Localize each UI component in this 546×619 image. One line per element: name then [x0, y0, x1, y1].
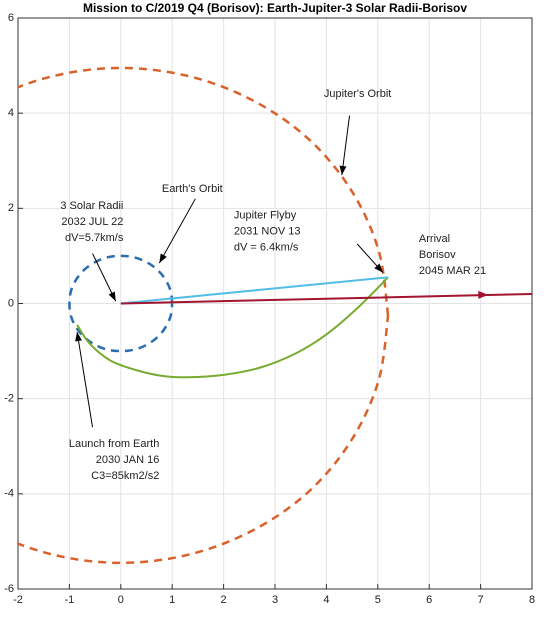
arrow-head — [108, 291, 116, 302]
x-tick-label: 6 — [426, 594, 432, 606]
x-tick-label: 1 — [169, 594, 175, 606]
annotation-text: Earth's Orbit — [162, 183, 223, 195]
annotation-arrow — [341, 115, 351, 176]
y-tick-label: 0 — [8, 297, 14, 309]
annotation-text: 2032 JUL 22 — [61, 216, 123, 228]
y-tick-label: -2 — [4, 393, 14, 405]
x-tick-label: -2 — [13, 594, 23, 606]
annotation-arrow — [76, 331, 94, 428]
annotation-text: Borisov — [419, 249, 456, 261]
x-tick-label: 2 — [221, 594, 227, 606]
arrow-head — [75, 332, 83, 342]
x-tick-label: 8 — [529, 594, 535, 606]
y-tick-label: 2 — [8, 202, 14, 214]
x-tick-label: 5 — [375, 594, 381, 606]
y-tick-label: 4 — [8, 107, 14, 119]
x-tick-label: 3 — [272, 594, 278, 606]
chart-title: Mission to C/2019 Q4 (Borisov): Earth-Ju… — [83, 1, 467, 15]
annotation-text: dV = 6.4km/s — [234, 241, 299, 253]
trajectory-line — [18, 66, 390, 565]
trajectory-line — [76, 276, 389, 379]
annotation-arrow — [158, 198, 196, 264]
annotation-text: C3=85km2/s2 — [91, 470, 159, 482]
arrow-head — [374, 263, 383, 273]
annotation-text: Launch from Earth — [69, 438, 160, 450]
annotation-text: 2030 JAN 16 — [96, 454, 160, 466]
y-tick-label: 6 — [8, 12, 14, 24]
annotation-text: dV=5.7km/s — [65, 232, 124, 244]
arrow-head — [159, 253, 167, 264]
y-tick-label: -4 — [4, 488, 14, 500]
trajectory-line — [120, 292, 532, 305]
x-tick-label: 4 — [323, 594, 329, 606]
trajectory-line — [68, 254, 174, 353]
arrow-head — [339, 165, 347, 176]
annotation-text: 2045 MAR 21 — [419, 265, 486, 277]
axes-box — [17, 17, 533, 590]
plot-layer — [18, 66, 532, 565]
x-tick-label: 7 — [478, 594, 484, 606]
y-tick-label: -6 — [4, 583, 14, 595]
x-tick-label: -1 — [65, 594, 75, 606]
trajectory-line — [120, 276, 389, 305]
annotation-text: 2031 NOV 13 — [234, 225, 301, 237]
annotation-text: 3 Solar Radii — [60, 200, 123, 212]
annotation-text: Arrival — [419, 233, 450, 245]
x-tick-label: 0 — [118, 594, 124, 606]
direction-arrow — [478, 290, 489, 299]
annotation-text: Jupiter Flyby — [234, 209, 297, 221]
annotation-text: Jupiter's Orbit — [324, 88, 392, 100]
